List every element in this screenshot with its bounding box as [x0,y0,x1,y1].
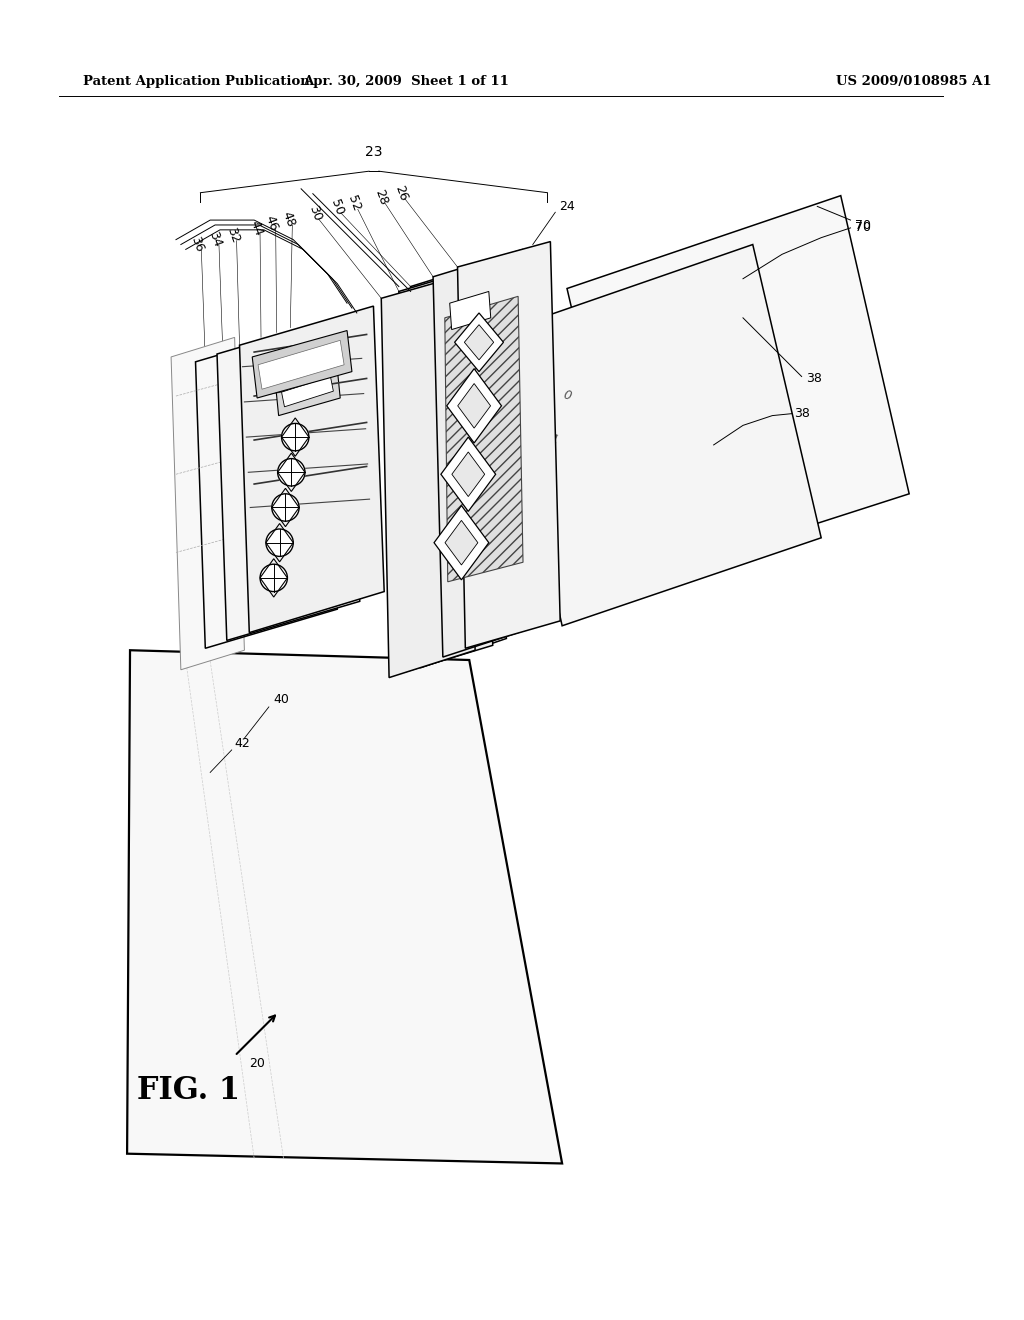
Polygon shape [217,315,359,640]
Text: 4: 4 [513,560,523,574]
Polygon shape [458,384,490,428]
Polygon shape [450,292,490,330]
Text: 28: 28 [373,187,390,207]
Polygon shape [171,338,245,669]
Polygon shape [444,296,523,582]
Text: 46: 46 [263,214,281,232]
Polygon shape [433,249,532,657]
Text: 44: 44 [248,218,265,238]
Text: 70: 70 [855,222,871,235]
Text: 42: 42 [234,737,251,750]
Text: 20: 20 [249,1057,265,1071]
Circle shape [266,529,293,556]
Circle shape [260,564,288,591]
Polygon shape [252,330,352,399]
Text: 38: 38 [794,407,810,420]
Polygon shape [464,325,494,360]
Polygon shape [434,506,488,579]
Text: 24: 24 [559,199,574,213]
Text: 1: 1 [549,433,560,447]
Polygon shape [455,313,504,372]
Text: 36: 36 [188,235,206,255]
Text: 23: 23 [366,145,383,160]
Text: 52: 52 [345,194,362,213]
Text: 70: 70 [855,219,871,232]
Text: 3: 3 [525,516,537,531]
Polygon shape [275,368,340,416]
Polygon shape [499,244,821,626]
Text: 32: 32 [224,226,242,244]
Circle shape [271,494,299,521]
Text: 26: 26 [392,183,410,202]
Polygon shape [411,259,507,668]
Polygon shape [258,341,344,389]
Polygon shape [446,368,502,444]
Polygon shape [399,267,493,672]
Circle shape [278,458,305,486]
Polygon shape [240,306,384,632]
Polygon shape [127,651,562,1163]
Text: FIG. 1: FIG. 1 [137,1074,240,1106]
Polygon shape [196,322,337,648]
Text: 34: 34 [206,230,224,249]
Circle shape [282,424,309,451]
Text: Patent Application Publication: Patent Application Publication [83,75,310,87]
Text: 38: 38 [807,372,822,385]
Text: 40: 40 [273,693,290,706]
Polygon shape [282,376,334,407]
Text: 50: 50 [329,198,346,216]
Text: 48: 48 [280,210,297,228]
Polygon shape [445,520,478,565]
Polygon shape [381,273,475,677]
Text: Apr. 30, 2009  Sheet 1 of 11: Apr. 30, 2009 Sheet 1 of 11 [303,75,509,87]
Polygon shape [458,242,560,648]
Text: 2: 2 [539,475,550,490]
Polygon shape [567,195,909,582]
Text: 30: 30 [306,203,324,223]
Polygon shape [441,437,496,511]
Text: 0: 0 [561,388,572,404]
Text: US 2009/0108985 A1: US 2009/0108985 A1 [836,75,991,87]
Polygon shape [452,451,484,496]
